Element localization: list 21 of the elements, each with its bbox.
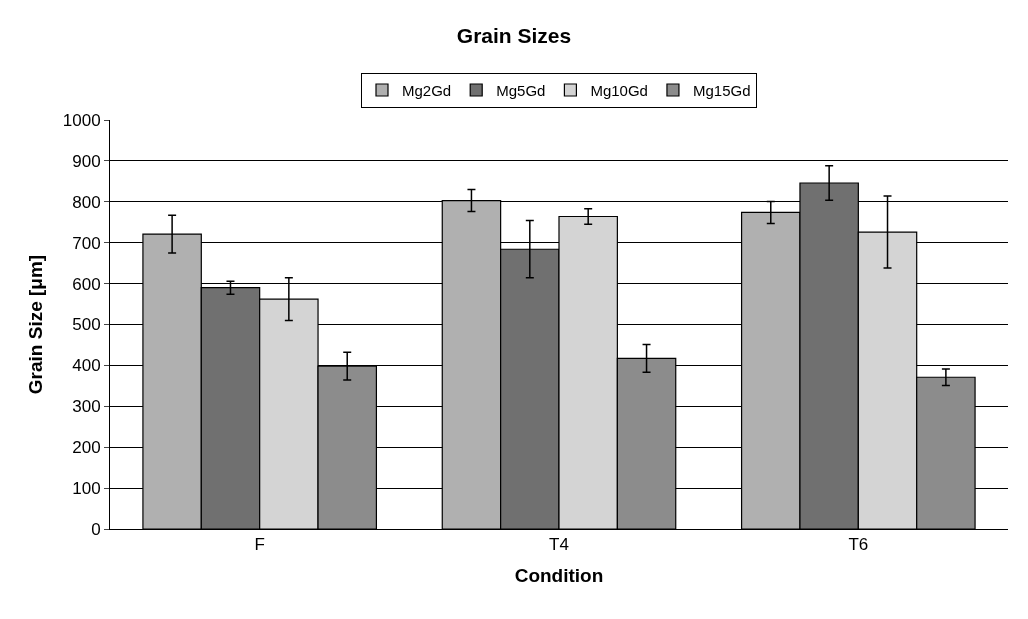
y-tick-label: 1000 bbox=[62, 110, 101, 130]
x-axis-title: Condition bbox=[514, 565, 604, 587]
x-tick-label: T6 bbox=[848, 535, 869, 555]
x-tick-label: T4 bbox=[549, 535, 569, 555]
y-tick-label: 400 bbox=[72, 356, 101, 376]
legend-label: Mg2Gd bbox=[402, 81, 452, 99]
y-tick-label: 700 bbox=[72, 233, 101, 253]
y-tick-label: 800 bbox=[72, 192, 101, 212]
legend-label: Mg10Gd bbox=[590, 81, 648, 99]
y-tick-label: 900 bbox=[72, 151, 101, 171]
x-tick-label: F bbox=[254, 535, 265, 555]
legend-label: Mg5Gd bbox=[496, 81, 546, 99]
y-axis-title: Grain Size [μm] bbox=[24, 254, 46, 395]
legend-label: Mg15Gd bbox=[692, 81, 751, 99]
y-tick-label: 100 bbox=[72, 479, 101, 499]
y-tick-label: 600 bbox=[72, 274, 101, 294]
y-tick-label: 0 bbox=[91, 519, 101, 539]
y-tick-label: 200 bbox=[72, 438, 101, 458]
y-tick-label: 300 bbox=[72, 397, 101, 417]
chart-title: Grain Sizes bbox=[456, 23, 572, 47]
y-tick-label: 500 bbox=[72, 315, 101, 335]
